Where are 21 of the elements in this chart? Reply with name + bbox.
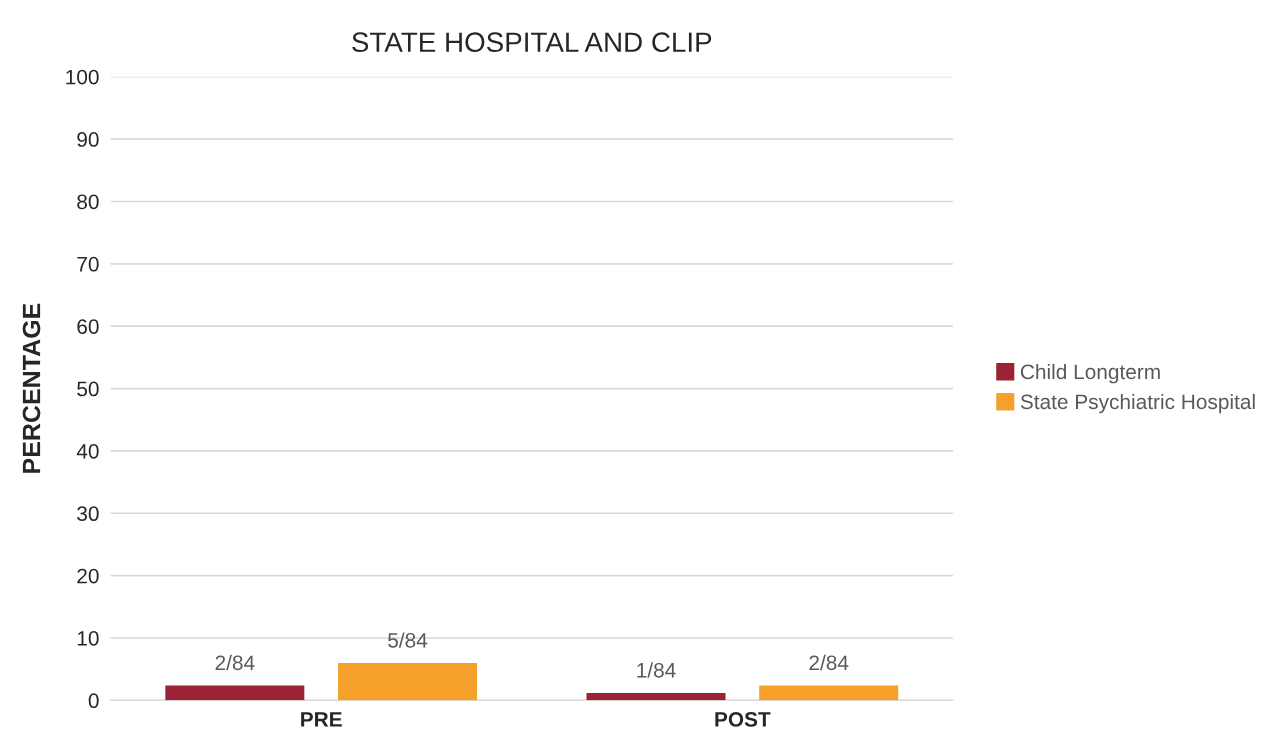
y-tick-label: 10 (77, 631, 99, 646)
y-tick-label: 90 (77, 132, 99, 147)
data-label: 5/84 (388, 632, 428, 648)
y-tick-label: 30 (77, 506, 99, 522)
y-axis-title: PERCENTAGE (22, 303, 41, 473)
y-tick-label: 60 (77, 319, 99, 334)
y-tick-label: 80 (77, 194, 99, 210)
data-label: 2/84 (215, 654, 255, 671)
y-tick-label: 0 (88, 693, 99, 709)
data-label: 2/84 (809, 654, 849, 671)
y-tick-label: 70 (77, 256, 99, 272)
y-tick-label: 100 (66, 69, 99, 85)
x-tick-label: POST (715, 712, 771, 727)
chart-title: STATE HOSPITAL AND CLIP (352, 32, 712, 53)
x-tick-label: PRE (301, 712, 342, 727)
y-tick-label: 50 (77, 381, 99, 397)
legend-label: State Psychiatric Hospital (1020, 393, 1255, 414)
y-tick-label: 40 (76, 443, 99, 459)
data-label: 1/84 (637, 662, 676, 678)
y-tick-label: 20 (77, 568, 99, 584)
legend-label: Child Longterm (1020, 363, 1160, 384)
